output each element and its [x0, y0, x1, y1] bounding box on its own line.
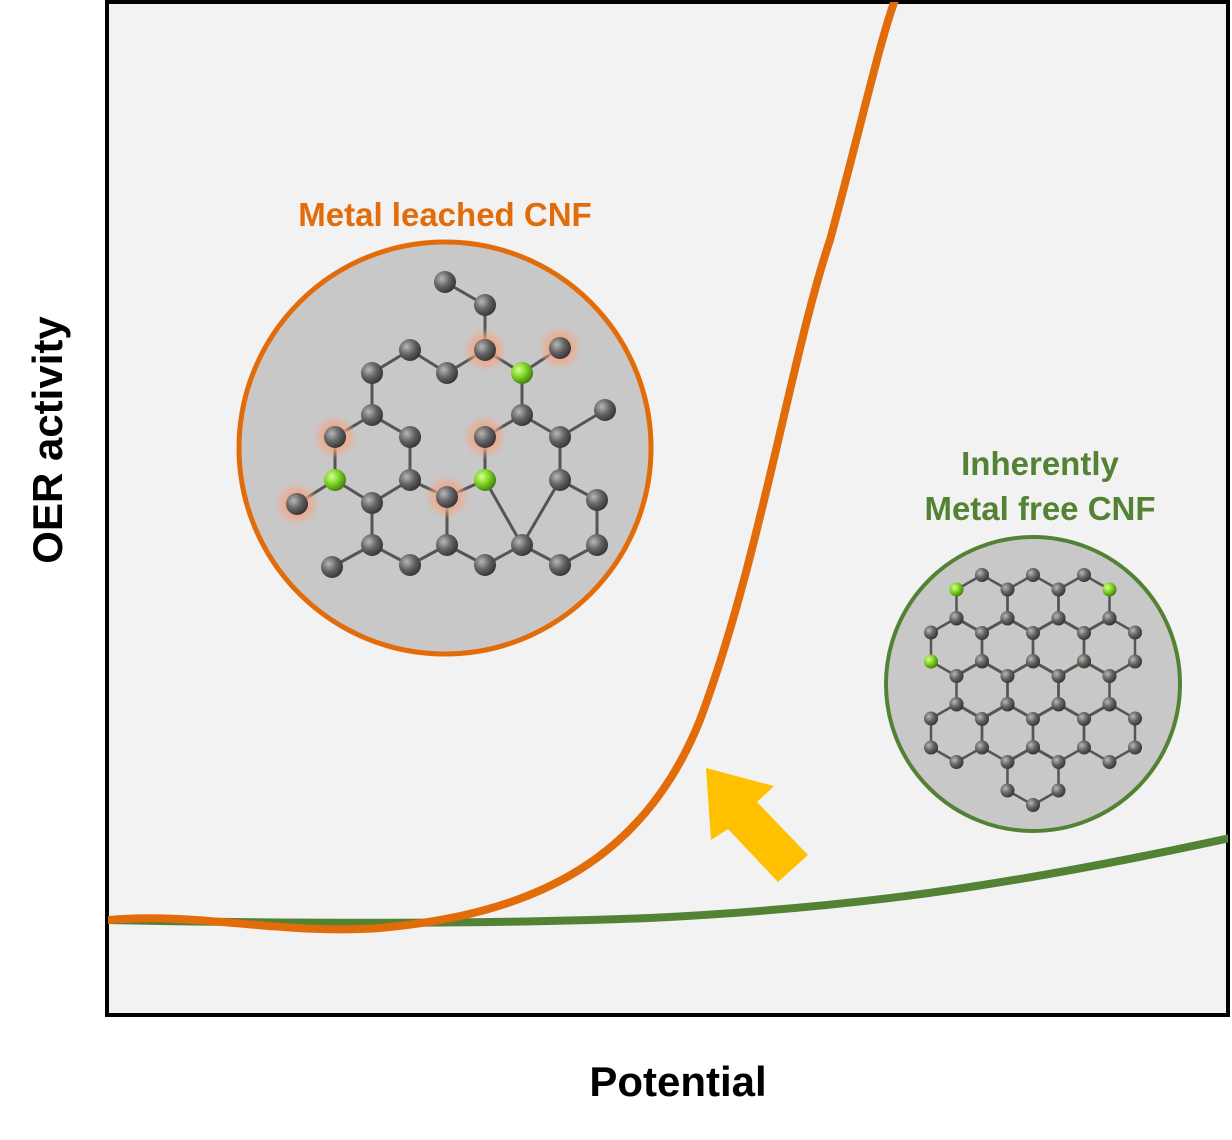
carbon-atom — [1102, 697, 1117, 711]
carbon-atom — [949, 755, 964, 769]
leached-cnf-structure — [275, 271, 616, 578]
carbon-atom — [511, 534, 533, 556]
carbon-atom — [324, 426, 346, 448]
carbon-atom — [1000, 755, 1015, 769]
carbon-atom — [361, 492, 383, 514]
carbon-atom — [1077, 740, 1091, 755]
carbon-atom — [549, 426, 571, 448]
carbon-atom — [399, 426, 421, 448]
metal-free-cnf-structure — [924, 568, 1142, 812]
carbon-atom — [1026, 712, 1040, 726]
dopant-atom — [474, 469, 496, 491]
carbon-atom — [436, 534, 458, 556]
leached-label: Metal leached CNF — [298, 196, 591, 233]
carbon-atom — [594, 399, 616, 421]
carbon-atom — [1102, 611, 1117, 625]
metal-free-label-line1: Inherently — [961, 445, 1119, 482]
carbon-atom — [949, 611, 964, 625]
carbon-atom — [1026, 798, 1040, 812]
carbon-atom — [949, 697, 964, 711]
carbon-atom — [975, 654, 989, 668]
carbon-atom — [1051, 697, 1066, 711]
carbon-atom — [975, 626, 989, 640]
arrow-icon — [706, 768, 808, 882]
carbon-atom — [1051, 611, 1066, 625]
dopant-atom — [511, 362, 533, 384]
metal-free-curve — [108, 834, 1228, 927]
carbon-atom — [436, 486, 458, 508]
carbon-atom — [474, 294, 496, 316]
carbon-atom — [361, 404, 383, 426]
carbon-atom — [549, 554, 571, 576]
carbon-atom — [1000, 783, 1015, 798]
carbon-atom — [1026, 654, 1040, 668]
carbon-atom — [474, 554, 496, 576]
leached-inset — [236, 239, 654, 657]
carbon-atom — [1000, 582, 1015, 597]
carbon-atom — [1026, 568, 1040, 582]
bond — [520, 479, 562, 546]
dopant-atom — [1102, 582, 1117, 597]
bond — [483, 479, 524, 546]
carbon-atom — [1128, 740, 1142, 755]
carbon-atom — [924, 740, 938, 755]
carbon-atom — [924, 625, 938, 640]
carbon-atom — [321, 556, 343, 578]
carbon-atom — [286, 493, 308, 515]
carbon-atom — [924, 711, 938, 726]
carbon-atom — [399, 554, 421, 576]
carbon-atom — [586, 534, 608, 556]
carbon-atom — [949, 669, 964, 683]
carbon-atom — [1026, 626, 1040, 640]
carbon-atom — [1051, 783, 1066, 798]
metal-free-label-line2: Metal free CNF — [924, 490, 1155, 527]
carbon-atom — [1102, 669, 1117, 683]
carbon-atom — [549, 469, 571, 491]
carbon-atom — [586, 489, 608, 511]
carbon-atom — [1077, 712, 1091, 726]
carbon-atom — [1051, 582, 1066, 597]
carbon-atom — [1077, 654, 1091, 668]
carbon-atom — [399, 469, 421, 491]
y-axis-label: OER activity — [24, 316, 71, 564]
carbon-atom — [549, 337, 571, 359]
carbon-atom — [434, 271, 456, 293]
x-axis-label: Potential — [589, 1058, 766, 1105]
dopant-atom — [324, 469, 346, 491]
carbon-atom — [1128, 654, 1142, 669]
carbon-atom — [975, 712, 989, 726]
carbon-atom — [1077, 568, 1091, 582]
carbon-atom — [1077, 626, 1091, 640]
carbon-atom — [361, 362, 383, 384]
dopant-atom — [949, 582, 964, 597]
carbon-atom — [1000, 669, 1015, 683]
carbon-atom — [1000, 697, 1015, 711]
carbon-atom — [474, 426, 496, 448]
carbon-atom — [1051, 669, 1066, 683]
metal-leached-curve — [108, 2, 899, 934]
carbon-atom — [399, 339, 421, 361]
carbon-atom — [511, 404, 533, 426]
carbon-atom — [1026, 740, 1040, 754]
carbon-atom — [436, 362, 458, 384]
carbon-atom — [361, 534, 383, 556]
carbon-atom — [1128, 625, 1142, 640]
carbon-atom — [1128, 711, 1142, 726]
carbon-atom — [1000, 611, 1015, 625]
carbon-atom — [975, 568, 989, 582]
carbon-atom — [1102, 755, 1117, 769]
carbon-atom — [474, 339, 496, 361]
carbon-atom — [1051, 755, 1066, 769]
carbon-atom — [975, 740, 989, 755]
dopant-atom — [924, 654, 938, 669]
